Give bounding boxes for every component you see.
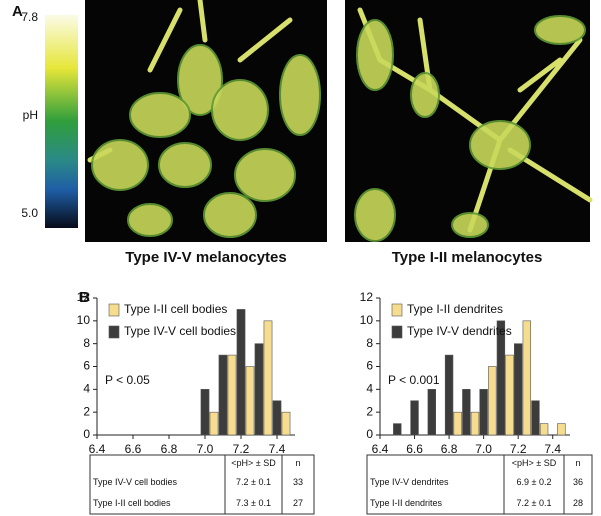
y-tick-label: 12 bbox=[360, 290, 374, 304]
annotation: P < 0.05 bbox=[105, 373, 150, 387]
x-tick-label: 6.4 bbox=[372, 442, 389, 456]
bar bbox=[254, 343, 264, 436]
bar bbox=[263, 320, 273, 436]
y-tick-label: 6 bbox=[366, 359, 373, 373]
table-border bbox=[89, 454, 315, 515]
legend-swatch bbox=[108, 303, 120, 317]
table-cell: 6.9 ± 0.2 bbox=[517, 477, 552, 487]
bar bbox=[488, 366, 497, 436]
y-tick-label: 2 bbox=[366, 404, 373, 418]
table-header: n bbox=[295, 458, 300, 468]
y-tick-label: 8 bbox=[83, 336, 90, 350]
color-bar bbox=[45, 15, 78, 228]
table-cell: Type IV-V dendrites bbox=[370, 477, 449, 487]
bar bbox=[281, 411, 291, 436]
table-cell: 36 bbox=[573, 477, 583, 487]
table-cell: 7.2 ± 0.1 bbox=[517, 498, 552, 508]
legend-swatch bbox=[391, 303, 403, 317]
x-tick-label: 7.2 bbox=[233, 442, 250, 456]
color-bar-label: 7.8 bbox=[21, 10, 38, 24]
panel-label: B bbox=[79, 289, 90, 306]
color-bar-label: 5.0 bbox=[21, 206, 38, 220]
table-header: n bbox=[575, 458, 580, 468]
legend-label: Type I-II cell bodies bbox=[124, 302, 227, 316]
legend-label: Type I-II dendrites bbox=[407, 302, 503, 316]
color-bar-label: pH bbox=[23, 108, 38, 122]
x-tick-label: 6.4 bbox=[89, 442, 106, 456]
x-tick-label: 7.2 bbox=[510, 442, 527, 456]
bar bbox=[505, 354, 514, 436]
table-border bbox=[366, 454, 593, 515]
legend-swatch bbox=[108, 325, 120, 339]
table-header: <pH> ± SD bbox=[512, 458, 557, 468]
bar bbox=[539, 423, 549, 436]
bar bbox=[453, 411, 462, 436]
table-cell: Type I-II cell bodies bbox=[93, 498, 171, 508]
table-cell: Type I-II dendrites bbox=[370, 498, 443, 508]
table-cell: 7.2 ± 0.1 bbox=[236, 477, 271, 487]
y-tick-label: 2 bbox=[83, 404, 90, 418]
bar bbox=[209, 411, 219, 436]
y-tick-label: 10 bbox=[77, 313, 91, 327]
x-tick-label: 7.4 bbox=[269, 442, 286, 456]
x-tick-label: 7.0 bbox=[197, 442, 214, 456]
bar bbox=[496, 320, 506, 436]
table-header: <pH> ± SD bbox=[231, 458, 276, 468]
bar bbox=[427, 389, 437, 436]
bar bbox=[522, 320, 532, 436]
table-cell: 33 bbox=[293, 477, 303, 487]
bar bbox=[227, 354, 237, 436]
y-tick-label: 4 bbox=[366, 382, 373, 396]
x-tick-label: 7.4 bbox=[544, 442, 561, 456]
micrograph bbox=[345, 0, 593, 242]
image-caption: Type IV-V melanocytes bbox=[125, 249, 286, 266]
y-tick-label: 0 bbox=[83, 427, 90, 441]
bar bbox=[470, 411, 480, 436]
table-cell: 28 bbox=[573, 498, 583, 508]
legend-label: Type IV-V dendrites bbox=[407, 324, 512, 338]
y-tick-label: 4 bbox=[83, 382, 90, 396]
legend-swatch bbox=[391, 325, 403, 339]
bar bbox=[393, 423, 402, 436]
bar bbox=[444, 354, 454, 436]
bar bbox=[272, 400, 282, 436]
bar bbox=[513, 343, 523, 436]
y-tick-label: 12 bbox=[77, 290, 91, 304]
x-tick-label: 7.0 bbox=[475, 442, 492, 456]
y-tick-label: 6 bbox=[83, 359, 90, 373]
bar bbox=[236, 309, 246, 436]
y-tick-label: 8 bbox=[366, 336, 373, 350]
bar bbox=[557, 423, 566, 436]
image-caption: Type I-II melanocytes bbox=[392, 249, 543, 266]
bar bbox=[218, 354, 228, 436]
x-tick-label: 6.8 bbox=[441, 442, 458, 456]
table-cell: 7.3 ± 0.1 bbox=[236, 498, 271, 508]
legend-label: Type IV-V cell bodies bbox=[124, 324, 236, 338]
bar bbox=[479, 389, 488, 436]
x-tick-label: 6.6 bbox=[125, 442, 142, 456]
bar bbox=[245, 366, 255, 436]
table-cell: Type IV-V cell bodies bbox=[93, 477, 178, 487]
micrograph bbox=[85, 0, 327, 242]
x-tick-label: 6.8 bbox=[161, 442, 178, 456]
bar bbox=[462, 389, 471, 436]
annotation: P < 0.001 bbox=[388, 373, 440, 387]
y-tick-label: 0 bbox=[366, 427, 373, 441]
table-cell: 27 bbox=[293, 498, 303, 508]
y-tick-label: 10 bbox=[360, 313, 374, 327]
bar bbox=[200, 389, 210, 436]
bar bbox=[410, 400, 419, 436]
bar bbox=[531, 400, 540, 436]
x-tick-label: 6.6 bbox=[406, 442, 423, 456]
panel-label: A bbox=[12, 3, 23, 20]
